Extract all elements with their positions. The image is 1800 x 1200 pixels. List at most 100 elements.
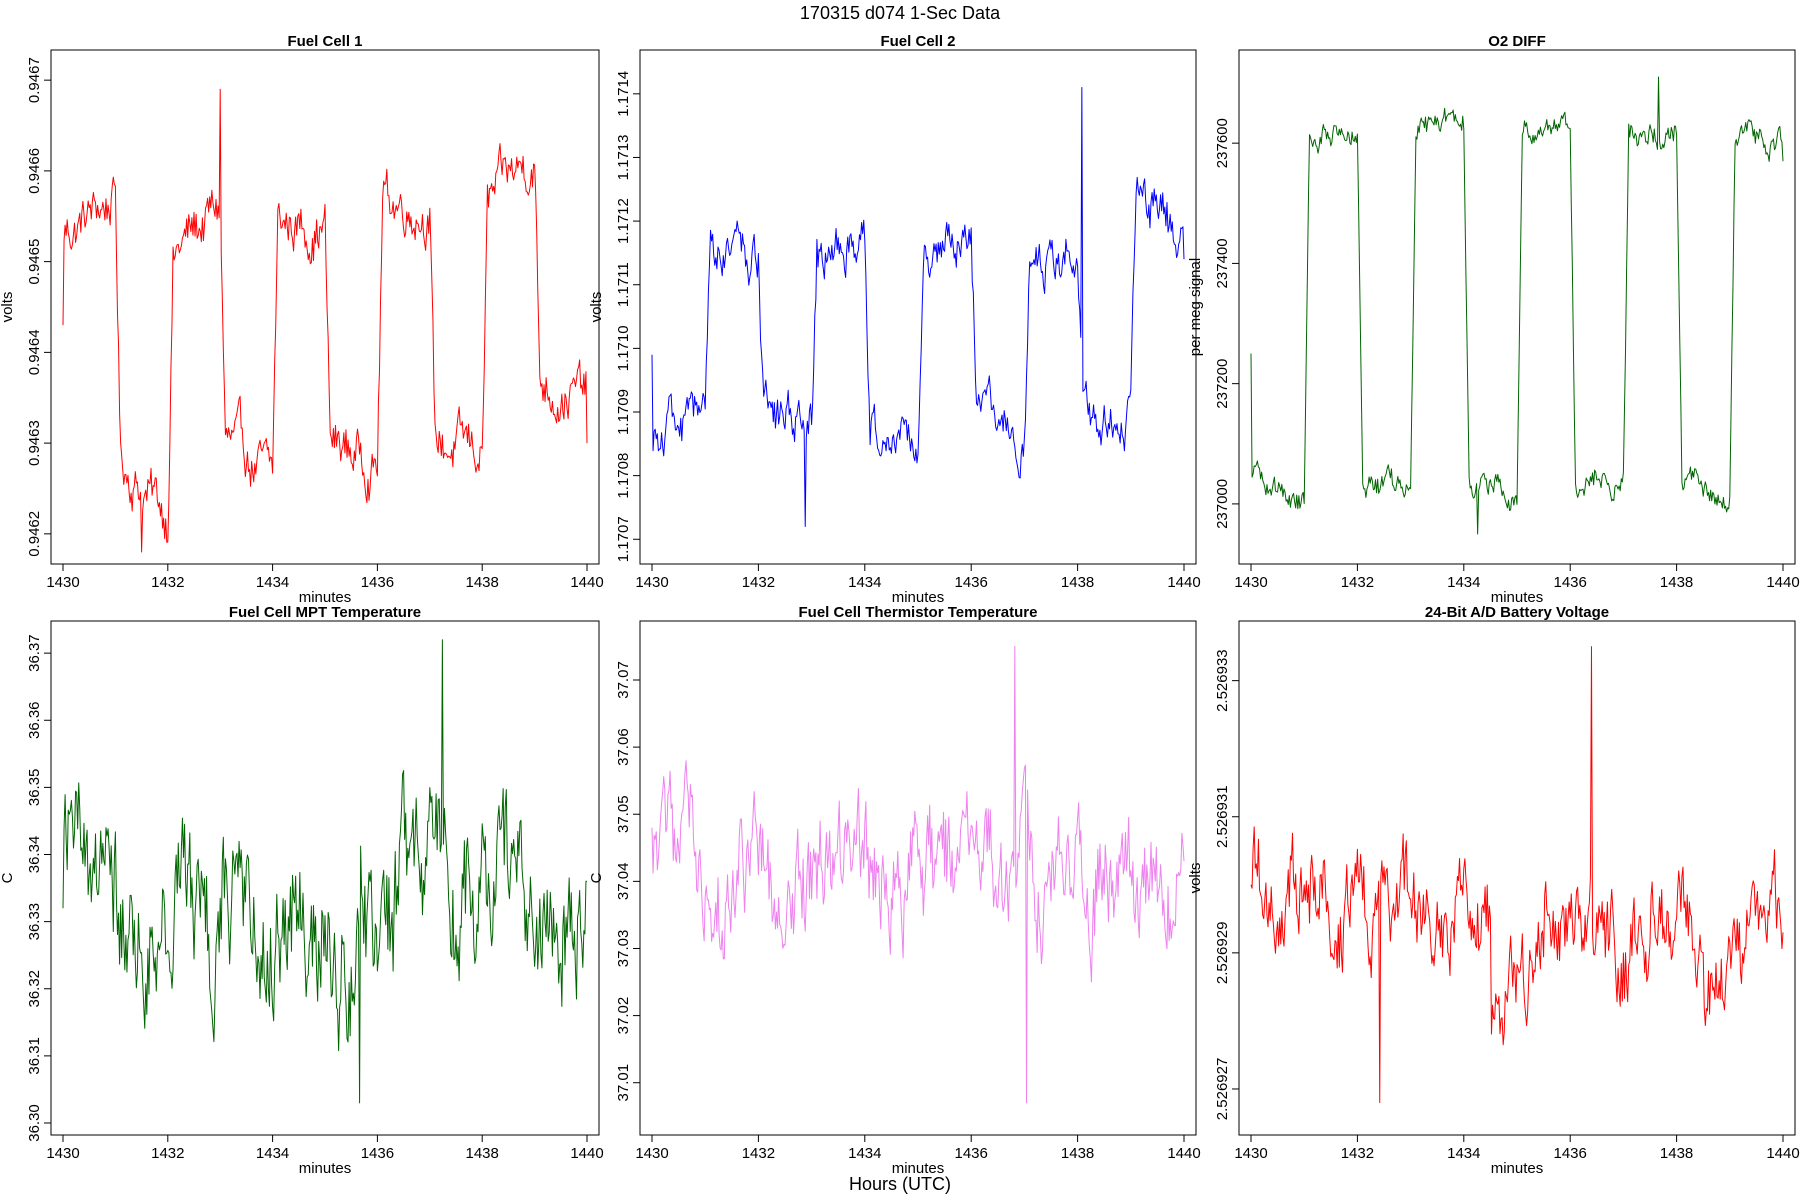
series-line-24-bit-a-d-battery-voltage [1250, 646, 1784, 1104]
x-tick-label: 1438 [1660, 1145, 1693, 1162]
y-tick-label: 36.36 [26, 701, 43, 739]
x-tick-label: 1430 [635, 574, 668, 591]
y-tick-label: 0.9465 [26, 239, 43, 285]
y-tick-label: 37.01 [615, 1064, 632, 1102]
x-tick-label: 1432 [1341, 1145, 1374, 1162]
x-tick-label: 1434 [848, 1145, 881, 1162]
x-tick-label: 1438 [1061, 1145, 1094, 1162]
chart-panel-6: 24-Bit A/D Battery Voltage 1430 1432 1434 14… [1187, 604, 1800, 1177]
chart-title: Fuel Cell 1 [287, 33, 362, 50]
plot-frame [639, 620, 1197, 1136]
figure-bottom-label: Hours (UTC) [849, 1174, 951, 1194]
x-axis-label: minutes [299, 589, 352, 606]
y-tick-label: 0.9466 [26, 148, 43, 194]
x-axis-label: minutes [1491, 589, 1544, 606]
chart-panel-3: O2 DIFF 1430 1432 1434 1436 1438 1440 minutes 23… [1187, 33, 1800, 606]
x-tick-label: 1436 [361, 1145, 394, 1162]
y-tick-label: 37.02 [615, 997, 632, 1035]
x-tick-label: 1436 [955, 574, 988, 591]
x-tick-label: 1434 [1447, 1145, 1480, 1162]
x-tick-label: 1432 [151, 574, 184, 591]
x-tick-label: 1432 [1341, 574, 1374, 591]
y-tick-label: 0.9467 [26, 57, 43, 103]
series-line-o2-diff [1250, 76, 1784, 535]
x-tick-label: 1436 [361, 574, 394, 591]
y-tick-label: 36.34 [26, 836, 43, 874]
y-tick-label: 1.1709 [615, 389, 632, 435]
y-tick-label: 36.33 [26, 903, 43, 941]
x-axis-label: minutes [1491, 1160, 1544, 1177]
x-tick-label: 1436 [1554, 1145, 1587, 1162]
x-tick-label: 1436 [955, 1145, 988, 1162]
series-line-fuel-cell-1 [62, 88, 588, 553]
chart-title: O2 DIFF [1488, 33, 1546, 50]
y-tick-label: 36.35 [26, 769, 43, 807]
x-tick-label: 1440 [1167, 1145, 1200, 1162]
y-tick-label: 237000 [1214, 479, 1231, 529]
chart-panel-2: Fuel Cell 2 1430 1432 1434 1436 1438 1440 minut… [588, 33, 1201, 606]
plot-frame [1238, 620, 1796, 1136]
x-tick-label: 1438 [1061, 574, 1094, 591]
chart-title: Fuel Cell MPT Temperature [229, 604, 421, 621]
series-line-fuel-cell-2 [651, 86, 1185, 528]
x-tick-label: 1430 [46, 574, 79, 591]
chart-title: Fuel Cell Thermistor Temperature [799, 604, 1038, 621]
y-tick-label: 37.07 [615, 661, 632, 699]
y-tick-label: 36.30 [26, 1104, 43, 1142]
x-tick-label: 1440 [1766, 1145, 1799, 1162]
y-tick-label: 1.1714 [615, 71, 632, 117]
y-tick-label: 237200 [1214, 359, 1231, 409]
y-tick-label: 0.9463 [26, 420, 43, 466]
y-axis-label: C [588, 872, 605, 883]
x-tick-label: 1438 [466, 574, 499, 591]
y-tick-label: 36.31 [26, 1037, 43, 1075]
x-tick-label: 1438 [1660, 574, 1693, 591]
x-tick-label: 1434 [256, 1145, 289, 1162]
y-tick-label: 1.1707 [615, 516, 632, 562]
y-tick-label: 0.9464 [26, 329, 43, 375]
x-tick-label: 1432 [151, 1145, 184, 1162]
y-tick-label: 1.1711 [615, 262, 632, 307]
y-tick-label: 2.526929 [1214, 922, 1231, 985]
x-tick-label: 1430 [1234, 1145, 1267, 1162]
y-axis-label: per meg signal [1187, 258, 1204, 356]
x-tick-label: 1430 [635, 1145, 668, 1162]
chart-title: Fuel Cell 2 [880, 33, 955, 50]
y-tick-label: 37.05 [615, 795, 632, 833]
x-tick-label: 1440 [570, 574, 603, 591]
y-tick-label: 2.526931 [1214, 785, 1231, 848]
x-tick-label: 1436 [1554, 574, 1587, 591]
y-tick-label: 2.526927 [1214, 1058, 1231, 1121]
x-tick-label: 1438 [466, 1145, 499, 1162]
x-tick-label: 1434 [848, 574, 881, 591]
y-tick-label: 37.03 [615, 930, 632, 968]
y-tick-label: 1.1708 [615, 453, 632, 499]
x-tick-label: 1440 [1766, 574, 1799, 591]
chart-title: 24-Bit A/D Battery Voltage [1425, 604, 1609, 621]
x-tick-label: 1430 [1234, 574, 1267, 591]
y-axis-label: volts [1187, 863, 1204, 894]
y-axis-label: volts [588, 292, 605, 323]
y-tick-label: 1.1713 [615, 135, 632, 181]
x-tick-label: 1440 [1167, 574, 1200, 591]
y-tick-label: 0.9462 [26, 511, 43, 557]
plot-frame [50, 49, 600, 565]
chart-panel-1: Fuel Cell 1 1430 1432 1434 1436 1438 1440 minut… [0, 33, 604, 606]
y-tick-label: 37.04 [615, 863, 632, 901]
y-axis-label: volts [0, 292, 16, 323]
plot-frame [50, 620, 600, 1136]
y-tick-label: 2.526933 [1214, 649, 1231, 712]
x-axis-label: minutes [892, 1160, 945, 1177]
chart-panel-5: Fuel Cell Thermistor Temperature 1430 1432… [588, 604, 1201, 1177]
y-tick-label: 237400 [1214, 238, 1231, 288]
x-tick-label: 1430 [46, 1145, 79, 1162]
plot-frame [1238, 49, 1796, 565]
y-tick-label: 36.37 [26, 634, 43, 672]
chart-panel-4: Fuel Cell MPT Temperature 1430 1432 1434 143… [0, 604, 604, 1177]
y-axis-label: C [0, 872, 16, 883]
y-tick-label: 36.32 [26, 970, 43, 1008]
x-tick-label: 1434 [1447, 574, 1480, 591]
x-tick-label: 1440 [570, 1145, 603, 1162]
